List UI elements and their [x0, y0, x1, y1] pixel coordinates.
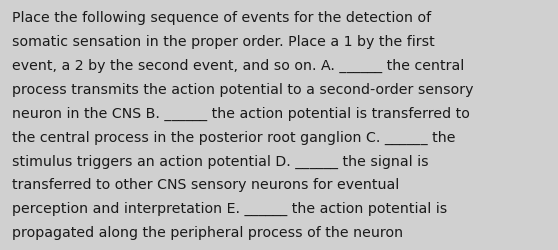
Text: event, a 2 by the second event, and so on. A. ______ the central: event, a 2 by the second event, and so o… — [12, 59, 464, 73]
Text: perception and interpretation E. ______ the action potential is: perception and interpretation E. ______ … — [12, 201, 448, 215]
Text: somatic sensation in the proper order. Place a 1 by the first: somatic sensation in the proper order. P… — [12, 35, 435, 49]
Text: neuron in the CNS B. ______ the action potential is transferred to: neuron in the CNS B. ______ the action p… — [12, 106, 470, 120]
Text: stimulus triggers an action potential D. ______ the signal is: stimulus triggers an action potential D.… — [12, 154, 429, 168]
Text: transferred to other CNS sensory neurons for eventual: transferred to other CNS sensory neurons… — [12, 178, 400, 192]
Text: the central process in the posterior root ganglion C. ______ the: the central process in the posterior roo… — [12, 130, 456, 144]
Text: propagated along the peripheral process of the neuron: propagated along the peripheral process … — [12, 225, 403, 239]
Text: Place the following sequence of events for the detection of: Place the following sequence of events f… — [12, 11, 431, 25]
Text: process transmits the action potential to a second-order sensory: process transmits the action potential t… — [12, 82, 474, 96]
